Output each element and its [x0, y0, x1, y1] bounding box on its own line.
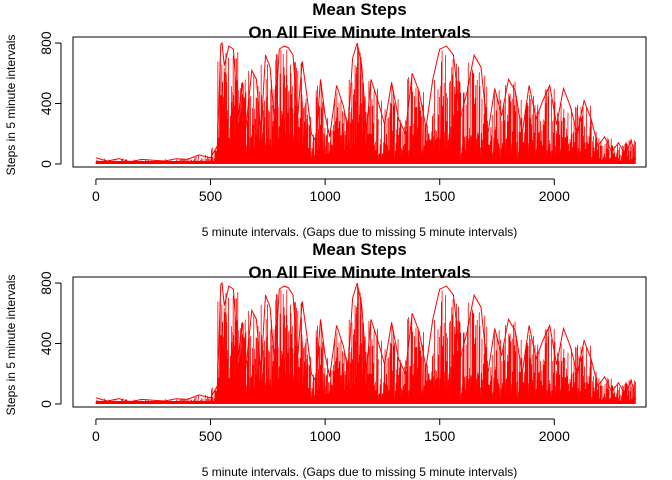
series-texture	[95, 286, 636, 405]
chart-title: Mean Steps	[312, 0, 406, 19]
series-group	[95, 281, 637, 405]
x-axis-label: 5 minute intervals. (Gaps due to missing…	[202, 465, 517, 479]
y-tick-label: 800	[38, 271, 54, 295]
x-tick-label: 1000	[310, 428, 341, 444]
plot-frame	[72, 36, 647, 168]
series-line	[95, 41, 637, 163]
chart-panel-2: 0 500 1000 1500 2000 0 400 800 Mean Steps On All …	[4, 240, 647, 479]
x-tick-label: 1500	[424, 188, 455, 204]
x-tick-label: 1500	[424, 428, 455, 444]
y-tick-label: 0	[38, 400, 54, 408]
x-tick-label: 0	[92, 188, 100, 204]
x-tick-label: 500	[199, 428, 223, 444]
y-tick-label: 400	[38, 92, 54, 116]
x-tick-label: 0	[92, 428, 100, 444]
x-axis-label: 5 minute intervals. (Gaps due to missing…	[202, 225, 517, 239]
x-tick-label: 500	[199, 188, 223, 204]
y-axis-label: Steps in 5 minute intervals	[4, 275, 18, 416]
y-tick-label: 0	[38, 160, 54, 168]
chart-panel-1: 0 500 1000 1500 2000 0 400 800 Mean Steps On All …	[4, 0, 647, 239]
chart-subtitle: On All Five Minute Intervals	[248, 263, 470, 282]
series-texture	[95, 46, 636, 165]
chart-subtitle: On All Five Minute Intervals	[248, 23, 470, 42]
y-axis-label: Steps in 5 minute intervals	[4, 35, 18, 176]
chart-title: Mean Steps	[312, 240, 406, 259]
plot-frame	[72, 276, 647, 408]
y-tick-label: 400	[38, 332, 54, 356]
x-tick-label: 2000	[539, 188, 570, 204]
series-group	[95, 41, 637, 165]
series-line	[95, 281, 637, 403]
x-tick-label: 2000	[539, 428, 570, 444]
x-tick-label: 1000	[310, 188, 341, 204]
y-tick-label: 800	[38, 31, 54, 55]
